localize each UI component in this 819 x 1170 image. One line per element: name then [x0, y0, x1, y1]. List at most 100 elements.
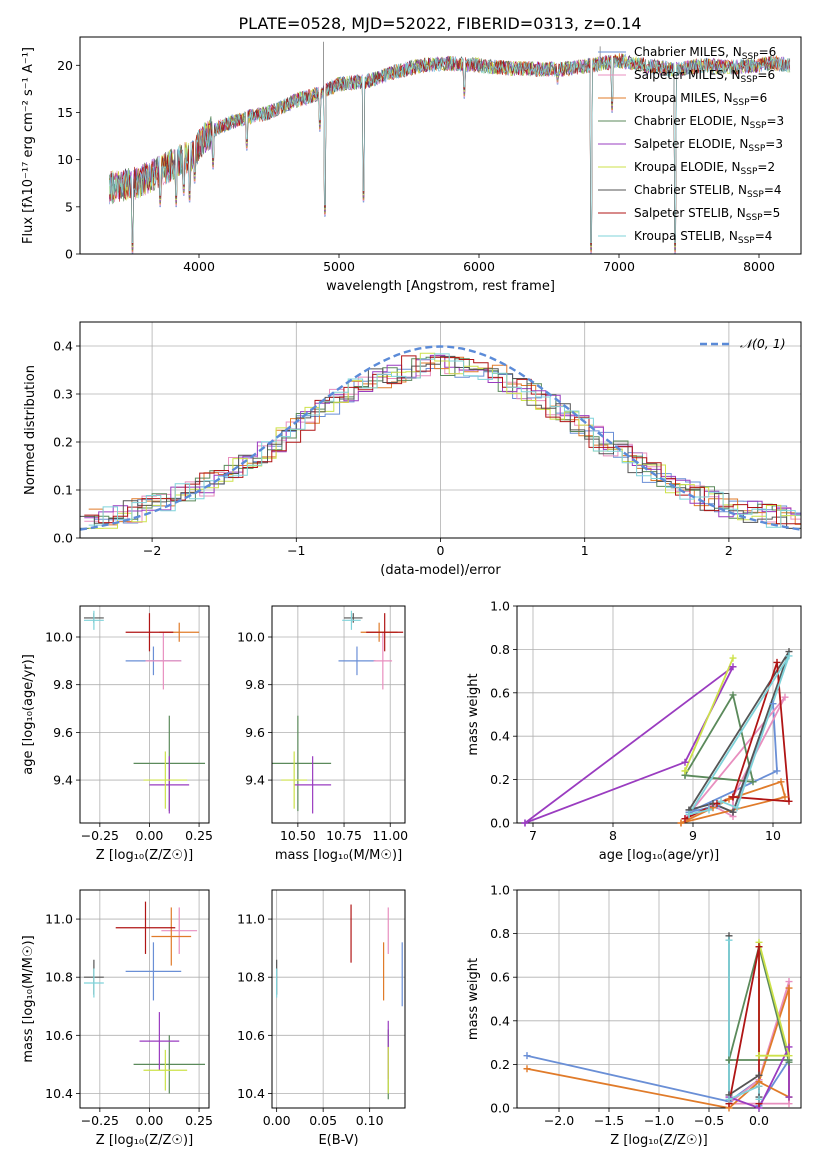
- legend-label-text: Salpeter MILES, N: [634, 68, 741, 82]
- legend-label: Salpeter ELODIE, NSSP=3: [634, 137, 783, 154]
- x-tick-label: 10.50: [280, 828, 316, 843]
- weight-marker: [677, 819, 685, 827]
- x-tick-label: 7000: [603, 259, 635, 274]
- plot-area-spectrum: [109, 41, 791, 254]
- y-tick-label: 0.6: [490, 970, 510, 985]
- weight-line: [728, 940, 760, 1101]
- x-axis-label: Z [log₁₀(Z/Z☉)]: [610, 1133, 707, 1148]
- legend-label-text: Kroupa STELIB, N: [634, 229, 738, 243]
- y-tick-label: 1.0: [490, 599, 510, 614]
- x-tick-label: 2: [725, 543, 733, 558]
- weight-marker: [785, 984, 793, 992]
- y-tick-label: 0.1: [53, 483, 73, 498]
- x-tick-label: 9: [689, 828, 697, 843]
- x-axis-label: mass [log₁₀(M/M☉)]: [275, 848, 402, 863]
- legend-label: Kroupa ELODIE, NSSP=2: [634, 160, 775, 177]
- weight-marker: [785, 797, 793, 805]
- x-tick-label: 7: [529, 828, 537, 843]
- axes-frame: [79, 36, 802, 255]
- x-tick-label: −0.25: [81, 828, 119, 843]
- weight-marker: [521, 819, 529, 827]
- histogram-outline: [88, 352, 801, 529]
- x-tick-label: 0.25: [185, 1113, 213, 1128]
- y-tick-label: 10.6: [45, 1028, 73, 1043]
- y-axis-label: age [log₁₀(age/yr)]: [21, 654, 36, 775]
- legend-label: Salpeter MILES, NSSP=6: [634, 68, 775, 85]
- normal-curve: [80, 345, 801, 531]
- y-tick-label: 10.0: [45, 630, 73, 645]
- legend-label: Kroupa STELIB, NSSP=4: [634, 229, 772, 246]
- legend-label-text: Chabrier MILES, N: [634, 45, 742, 59]
- weight-marker: [755, 1082, 763, 1090]
- x-axis-label: (data-model)/error: [380, 563, 501, 578]
- spectrum-line: [109, 53, 791, 251]
- y-tick-label: 1.0: [490, 883, 510, 898]
- panel-spectrum: 4000 5000 6000 7000 8000 0 5 10 15 20 wavelength […: [21, 36, 802, 294]
- legend-label-sub: SSP: [733, 98, 750, 108]
- panel-age_vs_mass: 10.50 10.75 11.00 9.4 9.6 9.8 10.0 mass [log₁₀(…: [237, 605, 408, 863]
- y-tick-label: 0.2: [490, 772, 510, 787]
- x-axis-label: age [log₁₀(age/yr)]: [599, 848, 720, 863]
- legend-label-suffix: =2: [757, 160, 775, 174]
- weight-marker: [729, 793, 737, 801]
- histogram-outline: [84, 355, 801, 524]
- weight-line: [728, 935, 760, 1098]
- weight-marker: [681, 767, 689, 775]
- y-tick-label: 11.0: [45, 912, 73, 927]
- weight-marker: [681, 815, 689, 823]
- plot-area-weight_vs_age: [524, 650, 790, 823]
- weight-marker: [755, 1095, 763, 1103]
- y-tick-label: 0.2: [490, 1057, 510, 1072]
- weight-marker: [785, 652, 793, 660]
- weight-marker: [755, 1052, 763, 1060]
- x-tick-label: 5000: [323, 259, 355, 274]
- plot-area-age_vs_Z: [83, 610, 206, 814]
- legend-label-text: Salpeter ELODIE, N: [634, 137, 748, 151]
- spectrum-line: [109, 55, 791, 253]
- legend-label-suffix: =4: [755, 229, 773, 243]
- weight-marker: [729, 808, 737, 816]
- weight-marker: [755, 943, 763, 951]
- panel-residuals: −2 −1 0 1 2 0.0 0.1 0.2 0.3 0.4 (data-model)/error…: [23, 321, 802, 578]
- weight-marker: [713, 799, 721, 807]
- legend-label: 𝒩(0, 1): [740, 336, 786, 351]
- weight-line: [728, 945, 760, 1104]
- x-tick-label: 6000: [463, 259, 495, 274]
- weight-line: [688, 655, 790, 816]
- legend-label-sub: SSP: [748, 144, 765, 154]
- legend-label-sub: SSP: [750, 121, 767, 131]
- legend-label-text: Salpeter STELIB, N: [634, 206, 746, 220]
- x-tick-label: −0.5: [694, 1113, 724, 1128]
- histogram-outline: [80, 356, 801, 529]
- weight-marker: [523, 1052, 531, 1060]
- y-tick-label: 10: [57, 152, 73, 167]
- panel-mass_vs_Z: −0.25 0.00 0.25 10.4 10.6 10.8 11.0 Z [log₁₀(Z/…: [21, 889, 213, 1148]
- y-tick-label: 0.4: [490, 1013, 510, 1028]
- y-tick-label: 0.8: [490, 926, 510, 941]
- y-tick-label: 10.4: [45, 1086, 73, 1101]
- y-tick-label: 0.8: [490, 642, 510, 657]
- axes-frame: [271, 889, 406, 1109]
- y-tick-label: 15: [57, 105, 73, 120]
- y-tick-label: 10.4: [237, 1086, 265, 1101]
- weight-marker: [781, 793, 789, 801]
- y-tick-label: 10.8: [237, 970, 265, 985]
- legend-label-suffix: =6: [750, 91, 768, 105]
- y-tick-label: 9.8: [245, 677, 265, 692]
- weight-line: [728, 1046, 790, 1108]
- weight-marker: [685, 810, 693, 818]
- y-tick-label: 0.6: [490, 685, 510, 700]
- axes-frame: [79, 889, 210, 1109]
- legend-label-suffix: =6: [757, 68, 775, 82]
- weight-marker: [785, 1100, 793, 1108]
- x-tick-label: −2.0: [544, 1113, 574, 1128]
- legend-label-sub: SSP: [747, 190, 764, 200]
- weight-marker: [733, 804, 741, 812]
- legend-label-text: Chabrier ELODIE, N: [634, 114, 750, 128]
- y-tick-label: 5: [65, 199, 73, 214]
- legend-label-sub: SSP: [738, 236, 755, 246]
- x-axis-label: Z [log₁₀(Z/Z☉)]: [96, 848, 193, 863]
- x-tick-label: 0.05: [309, 1113, 337, 1128]
- y-axis-label: Normed distribution: [23, 365, 38, 495]
- spectrum-line: [109, 53, 791, 254]
